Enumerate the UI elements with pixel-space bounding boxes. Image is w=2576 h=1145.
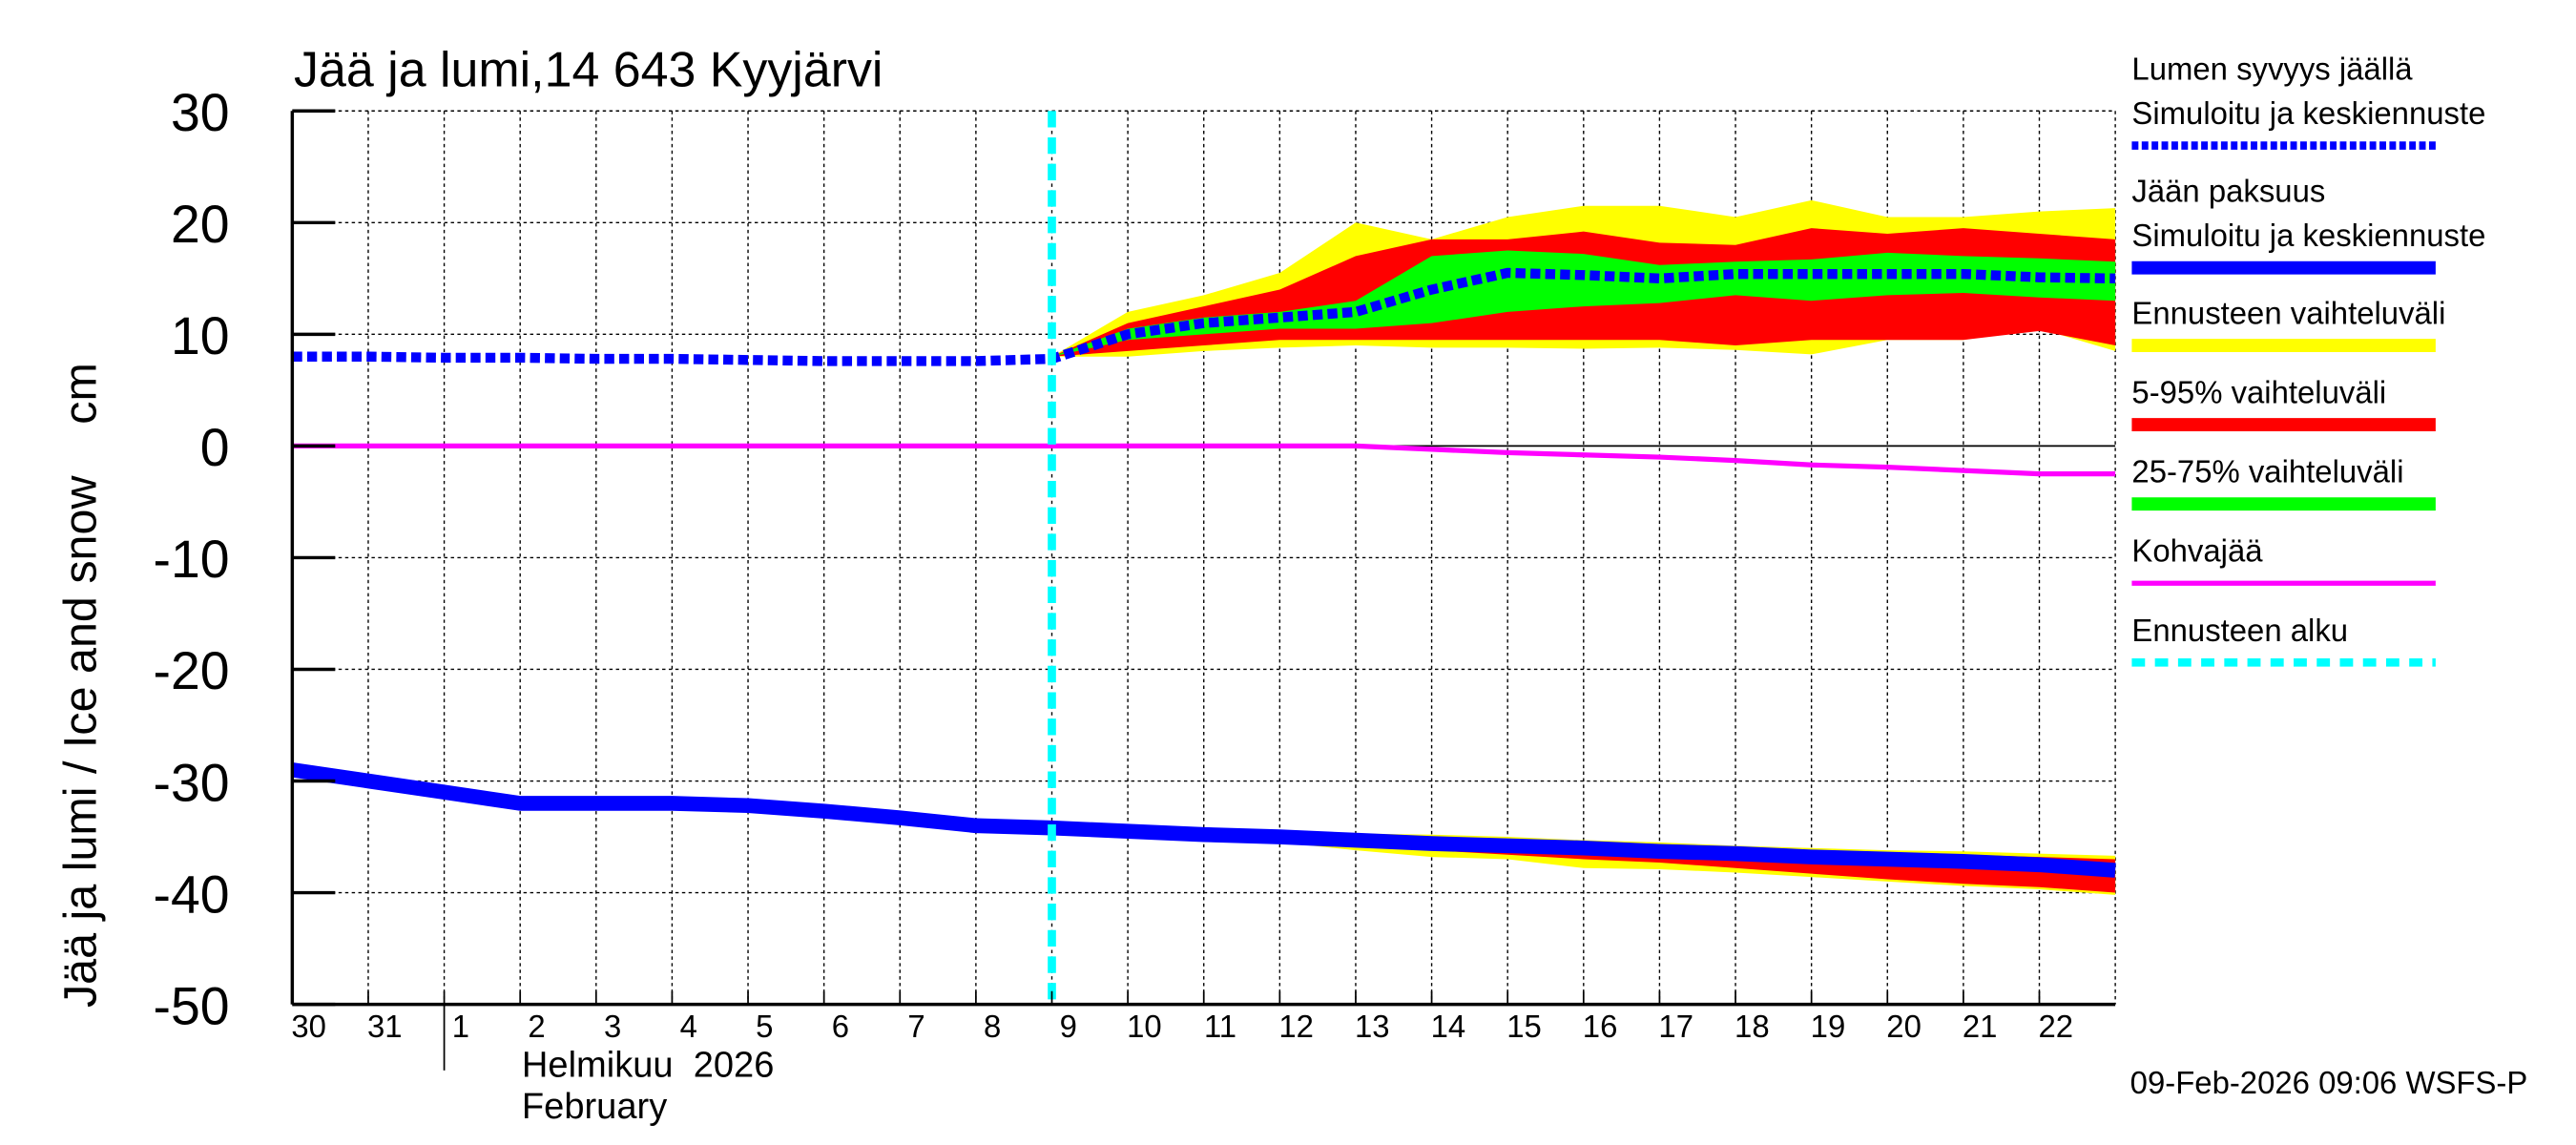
x-tick-label: 9 bbox=[1060, 1009, 1077, 1044]
slush-ice-line bbox=[292, 443, 2116, 477]
y-tick-label: 30 bbox=[171, 83, 230, 142]
x-tick-label: 4 bbox=[680, 1009, 697, 1044]
x-tick-label: 11 bbox=[1204, 1009, 1236, 1044]
legend-item: Lumen syvyys jäällä Simuloitu ja keskienn… bbox=[2131, 51, 2485, 150]
x-tick-label: 3 bbox=[604, 1009, 621, 1044]
series-lines bbox=[291, 111, 2116, 1005]
chart-title: Jää ja lumi,14 643 Kyyjärvi bbox=[294, 42, 883, 97]
x-tick-label: 14 bbox=[1431, 1009, 1466, 1044]
x-axis-month-en: February bbox=[522, 1087, 667, 1127]
x-tick-label: 30 bbox=[291, 1009, 326, 1044]
x-tick-label: 2 bbox=[528, 1009, 545, 1044]
x-tick-label: 12 bbox=[1278, 1009, 1314, 1044]
y-tick-label: 10 bbox=[171, 306, 230, 365]
ice-thickness-line bbox=[291, 762, 2116, 878]
legend-label: Ennusteen vaihteluväli bbox=[2131, 296, 2445, 331]
y-tick-label: 20 bbox=[171, 195, 230, 254]
legend-label: 25-75% vaihteluväli bbox=[2131, 454, 2403, 489]
x-tick-label: 18 bbox=[1735, 1009, 1770, 1044]
legend-item: Ennusteen vaihteluväli bbox=[2131, 296, 2445, 352]
y-tick-label: -10 bbox=[154, 530, 230, 589]
y-tick-label: -30 bbox=[154, 753, 230, 812]
legend: Lumen syvyys jäällä Simuloitu ja keskienn… bbox=[2131, 51, 2485, 667]
timestamp: 09-Feb-2026 09:06 WSFS-P bbox=[2130, 1065, 2528, 1100]
x-tick-label: 7 bbox=[907, 1009, 924, 1044]
x-tick-label: 19 bbox=[1811, 1009, 1846, 1044]
y-tick-label: -50 bbox=[154, 976, 230, 1035]
x-tick-label: 1 bbox=[452, 1009, 469, 1044]
y-tick-label: 0 bbox=[200, 418, 230, 477]
legend-label: Simuloitu ja keskiennuste bbox=[2131, 218, 2485, 253]
legend-item: Kohvajää bbox=[2131, 533, 2436, 586]
legend-label: Jään paksuus bbox=[2131, 173, 2325, 208]
x-tick-label: 5 bbox=[756, 1009, 773, 1044]
x-tick-label: 22 bbox=[2039, 1009, 2074, 1044]
x-tick-label: 15 bbox=[1506, 1009, 1542, 1044]
legend-label: Lumen syvyys jäällä bbox=[2131, 51, 2413, 86]
y-axis-label: Jää ja lumi / Ice and snow cm bbox=[54, 363, 106, 1008]
x-tick-label: 6 bbox=[832, 1009, 849, 1044]
x-tick-label: 20 bbox=[1886, 1009, 1922, 1044]
x-tick-label: 21 bbox=[1963, 1009, 1998, 1044]
snow-depth-line bbox=[292, 267, 2116, 366]
x-tick-label: 13 bbox=[1355, 1009, 1390, 1044]
y-tick-label: -20 bbox=[154, 641, 230, 700]
legend-label: Ennusteen alku bbox=[2131, 613, 2348, 648]
legend-label: 5-95% vaihteluväli bbox=[2131, 375, 2386, 410]
legend-label: Simuloitu ja keskiennuste bbox=[2131, 95, 2485, 131]
legend-label: Kohvajää bbox=[2131, 533, 2263, 569]
x-tick-label: 10 bbox=[1127, 1009, 1162, 1044]
x-tick-label: 16 bbox=[1583, 1009, 1618, 1044]
x-tick-label: 31 bbox=[367, 1009, 403, 1044]
x-tick-label: 17 bbox=[1658, 1009, 1693, 1044]
legend-item: 25-75% vaihteluväli bbox=[2131, 454, 2436, 511]
legend-item: 5-95% vaihteluväli bbox=[2131, 375, 2436, 432]
x-tick-label: 8 bbox=[984, 1009, 1001, 1044]
x-axis-month-fi: Helmikuu 2026 bbox=[522, 1046, 774, 1086]
legend-item: Ennusteen alku bbox=[2131, 613, 2436, 667]
y-tick-label: -40 bbox=[154, 864, 230, 924]
legend-item: Jään paksuus Simuloitu ja keskiennuste bbox=[2131, 173, 2485, 275]
